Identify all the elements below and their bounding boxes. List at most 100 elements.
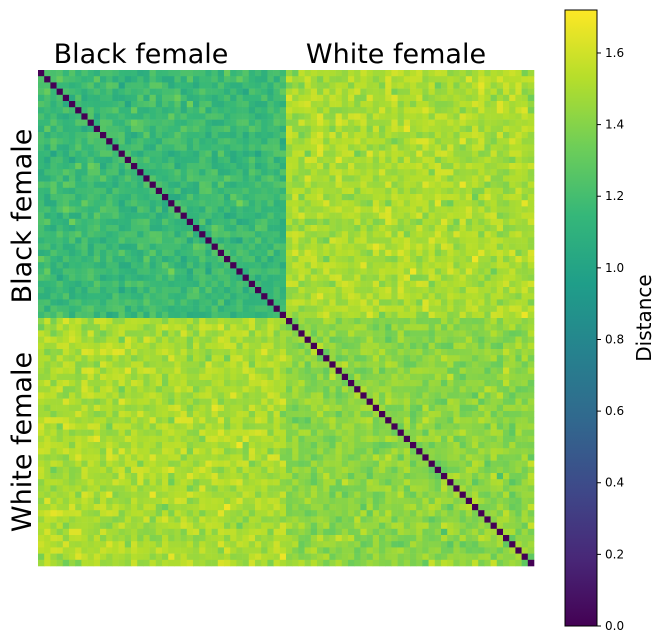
heatmap-cell	[137, 398, 144, 406]
heatmap-cell	[56, 336, 64, 344]
heatmap-cell	[323, 380, 330, 387]
heatmap-cell	[193, 435, 200, 443]
heatmap-cell	[434, 417, 442, 424]
heatmap-cell	[261, 94, 268, 102]
heatmap-cell	[403, 398, 411, 406]
heatmap-cell	[515, 299, 522, 306]
heatmap-cell	[341, 318, 349, 325]
heatmap-cell	[447, 392, 454, 399]
heatmap-cell	[447, 156, 454, 164]
heatmap-cell	[242, 88, 250, 96]
heatmap-cell	[255, 82, 262, 89]
heatmap-cell	[118, 231, 126, 238]
heatmap-cell	[292, 113, 299, 120]
heatmap-cell	[447, 287, 454, 294]
heatmap-cell	[521, 70, 529, 77]
heatmap-cell	[403, 373, 411, 381]
heatmap-cell	[267, 268, 274, 275]
heatmap-cell	[193, 429, 200, 437]
heatmap-cell	[453, 119, 460, 127]
heatmap-cell	[317, 82, 324, 89]
heatmap-cell	[478, 404, 485, 412]
heatmap-cell	[441, 194, 448, 201]
heatmap-cell	[503, 305, 510, 313]
heatmap-cell	[329, 373, 336, 381]
heatmap-cell	[428, 138, 436, 145]
heatmap-cell	[391, 82, 398, 89]
heatmap-cell	[106, 243, 113, 251]
heatmap-cell	[422, 181, 429, 189]
heatmap-cell	[56, 417, 64, 424]
heatmap-cell	[304, 194, 312, 201]
heatmap-cell	[211, 342, 219, 350]
heatmap-cell	[459, 386, 467, 393]
heatmap-cell	[261, 70, 268, 77]
heatmap-cell	[87, 367, 95, 375]
heatmap-cell	[447, 187, 454, 195]
heatmap-cell	[484, 107, 491, 114]
heatmap-cell	[124, 442, 132, 449]
heatmap-cell	[186, 442, 194, 449]
heatmap-cell	[298, 299, 305, 306]
heatmap-cell	[44, 380, 51, 387]
heatmap-cell	[75, 386, 82, 393]
heatmap-cell	[434, 386, 442, 393]
heatmap-cell	[397, 163, 405, 170]
heatmap-cell	[81, 280, 88, 288]
heatmap-cell	[230, 107, 237, 114]
heatmap-cell	[174, 163, 181, 170]
heatmap-cell	[236, 448, 243, 455]
heatmap-cell	[236, 94, 243, 102]
heatmap-cell	[62, 386, 70, 393]
heatmap-cell	[503, 163, 510, 170]
heatmap-cell	[286, 212, 293, 220]
heatmap-cell	[38, 330, 45, 337]
heatmap-cell	[155, 225, 163, 232]
heatmap-cell	[410, 268, 417, 275]
heatmap-cell	[75, 404, 82, 412]
heatmap-cell	[112, 256, 119, 263]
heatmap-cell	[348, 287, 355, 294]
heatmap-cell	[447, 88, 454, 96]
heatmap-cell	[447, 125, 454, 133]
heatmap-cell	[149, 218, 157, 226]
heatmap-cell	[354, 132, 361, 139]
heatmap-cell	[391, 138, 398, 145]
heatmap-cell	[515, 386, 522, 393]
heatmap-cell	[391, 305, 398, 313]
heatmap-cell	[93, 169, 101, 176]
heatmap-cell	[484, 392, 491, 399]
heatmap-cell	[298, 237, 305, 244]
heatmap-cell	[416, 156, 423, 164]
heatmap-cell	[509, 88, 516, 96]
heatmap-cell	[478, 318, 485, 325]
heatmap-cell	[323, 70, 330, 77]
heatmap-cell	[124, 212, 132, 220]
heatmap-cell	[428, 435, 436, 443]
heatmap-cell	[323, 299, 330, 306]
heatmap-cell	[385, 274, 392, 282]
heatmap-cell	[56, 175, 64, 182]
heatmap-cell	[155, 367, 163, 375]
heatmap-cell	[155, 411, 163, 418]
heatmap-cell	[81, 448, 88, 455]
heatmap-cell	[44, 454, 51, 461]
heatmap-cell	[323, 163, 330, 170]
heatmap-cell	[248, 293, 256, 300]
heatmap-cell	[323, 169, 330, 176]
heatmap-cell	[348, 330, 355, 337]
heatmap-cell	[472, 411, 479, 418]
heatmap-cell	[459, 225, 467, 232]
heatmap-cell	[118, 380, 126, 387]
heatmap-cell	[372, 305, 380, 313]
heatmap-cell	[162, 417, 169, 424]
heatmap-cell	[267, 132, 274, 139]
heatmap-cell	[44, 373, 51, 381]
heatmap-cell	[211, 169, 219, 176]
heatmap-cell	[44, 212, 51, 220]
heatmap-cell	[217, 138, 225, 145]
heatmap-cell	[341, 398, 349, 406]
heatmap-cell	[509, 249, 516, 257]
heatmap-cell	[267, 76, 274, 83]
heatmap-cell	[527, 231, 535, 238]
